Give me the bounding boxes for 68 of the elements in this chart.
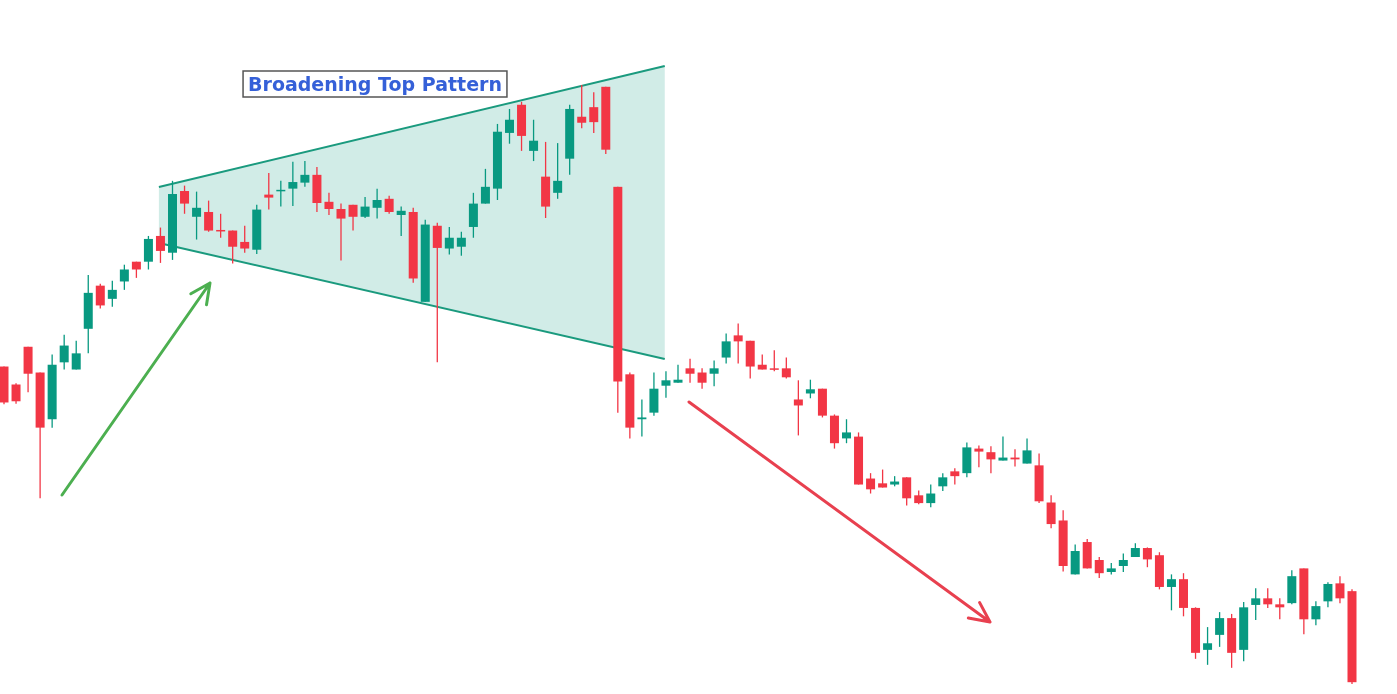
candlestick	[228, 229, 238, 265]
candlestick	[119, 264, 129, 291]
candlestick	[204, 199, 214, 233]
candlestick	[336, 202, 346, 262]
candlestick	[697, 367, 707, 390]
candlestick	[577, 84, 587, 129]
candlestick	[288, 161, 298, 207]
candlestick	[709, 359, 719, 387]
candlestick	[1335, 575, 1345, 604]
candlestick	[637, 398, 647, 438]
candlestick	[264, 172, 274, 211]
candlestick	[396, 205, 406, 237]
candlestick	[11, 382, 21, 405]
candlestick	[1275, 597, 1285, 620]
candlestick	[986, 445, 996, 474]
candlestick	[926, 483, 936, 508]
candlestick	[468, 192, 478, 239]
candlestick	[324, 192, 334, 216]
candlestick	[553, 142, 563, 200]
candlestick	[372, 187, 382, 220]
candlestick	[1323, 581, 1333, 608]
candlestick	[769, 349, 779, 372]
candlestick	[673, 364, 683, 384]
candlestick	[143, 235, 153, 271]
candlestick	[1251, 587, 1261, 621]
candlestick	[649, 371, 659, 417]
candlestick	[192, 190, 202, 241]
candlestick	[59, 334, 69, 371]
candlestick	[589, 91, 599, 134]
candlestick	[155, 226, 165, 264]
candlestick	[95, 283, 105, 310]
candlestick	[805, 379, 815, 399]
candlestick	[1094, 556, 1104, 579]
candlestick	[998, 435, 1008, 462]
candlestick	[1311, 600, 1321, 626]
candlestick	[1263, 587, 1273, 609]
candlestick	[529, 119, 539, 162]
candlestick	[1118, 552, 1128, 573]
candlestick	[974, 444, 984, 468]
candlestick	[902, 476, 912, 507]
candlestick	[480, 168, 490, 205]
candlestick	[721, 332, 731, 365]
candlestick	[360, 196, 370, 219]
candlestick	[240, 225, 250, 254]
candlestick	[661, 370, 671, 399]
candlestick	[1215, 611, 1225, 648]
candlestick	[300, 160, 310, 188]
candlestick	[456, 231, 466, 257]
annotation: Broadening Top Pattern	[248, 73, 502, 95]
candlestick	[1022, 437, 1032, 465]
candlestick	[1166, 573, 1176, 611]
candlestick	[866, 472, 876, 495]
candlestick	[1142, 546, 1152, 568]
candlestick	[781, 356, 791, 380]
candlestick	[1203, 626, 1213, 666]
candlestick	[733, 322, 743, 365]
candlestick	[842, 418, 851, 444]
candlestick	[432, 222, 442, 363]
candlestick	[685, 358, 695, 384]
candlestick	[180, 184, 190, 215]
candlestick	[1046, 494, 1056, 529]
candlestick	[348, 204, 358, 232]
candlestick	[793, 379, 803, 437]
candlestick	[444, 226, 454, 256]
candlestick	[505, 108, 514, 145]
candlestick	[71, 340, 81, 371]
candlestick	[1070, 543, 1080, 576]
candlestick	[107, 280, 117, 308]
